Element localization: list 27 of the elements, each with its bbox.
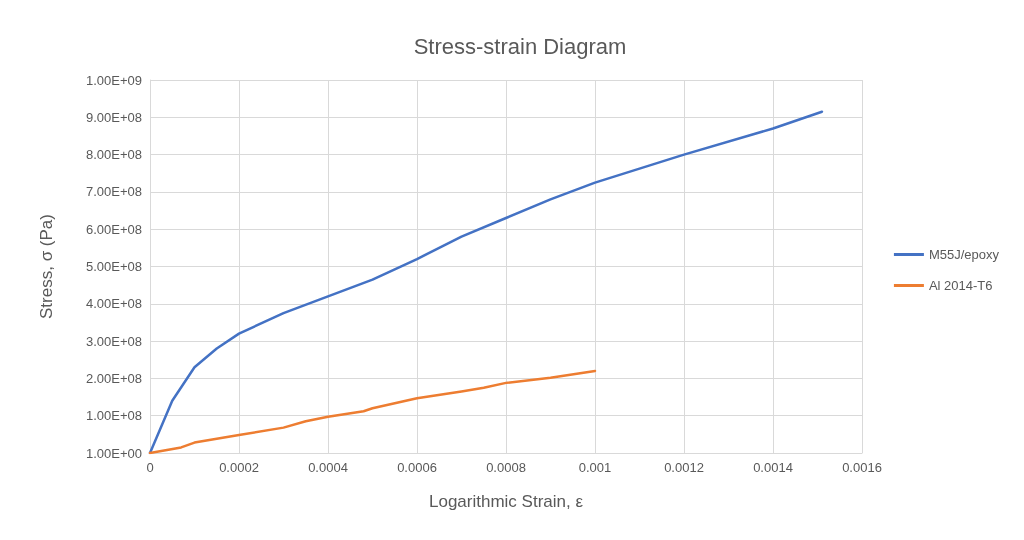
x-tick-label: 0.0012 (664, 460, 704, 475)
legend-label: Al 2014-T6 (928, 278, 993, 293)
y-tick-label: 4.00E+08 (85, 296, 142, 312)
y-tick-label: 6.00E+08 (85, 221, 142, 237)
y-tick-label: 1.00E+00 (85, 445, 142, 461)
x-tick-label: 0.0008 (486, 460, 526, 475)
x-tick-label: 0.0014 (753, 460, 793, 475)
y-axis-title: Stress, σ (Pa) (37, 214, 56, 319)
y-tick-label: 7.00E+08 (85, 184, 142, 200)
y-tick-label: 5.00E+08 (85, 259, 142, 274)
x-tick-label: 0 (146, 460, 154, 475)
x-tick-label: 0.0006 (397, 460, 437, 475)
y-tick-label: 9.00E+08 (85, 109, 142, 125)
x-tick-label: 0.0016 (842, 460, 882, 475)
chart-title: Stress-strain Diagram (413, 33, 627, 59)
y-tick-label: 3.00E+08 (85, 333, 142, 349)
y-tick-label: 1.00E+09 (85, 72, 142, 88)
y-tick-label: 1.00E+08 (85, 408, 142, 424)
y-tick-label: 8.00E+08 (85, 147, 142, 163)
legend-label: M55J/epoxy (928, 247, 1000, 262)
x-tick-label: 0.0004 (308, 460, 348, 475)
x-tick-label: 0.001 (578, 460, 612, 475)
y-tick-label: 2.00E+08 (85, 370, 142, 386)
x-axis-title: Logarithmic Strain, ε (428, 492, 584, 511)
x-tick-label: 0.0002 (219, 460, 259, 475)
line-series (148, 110, 824, 455)
line-series (148, 369, 597, 455)
